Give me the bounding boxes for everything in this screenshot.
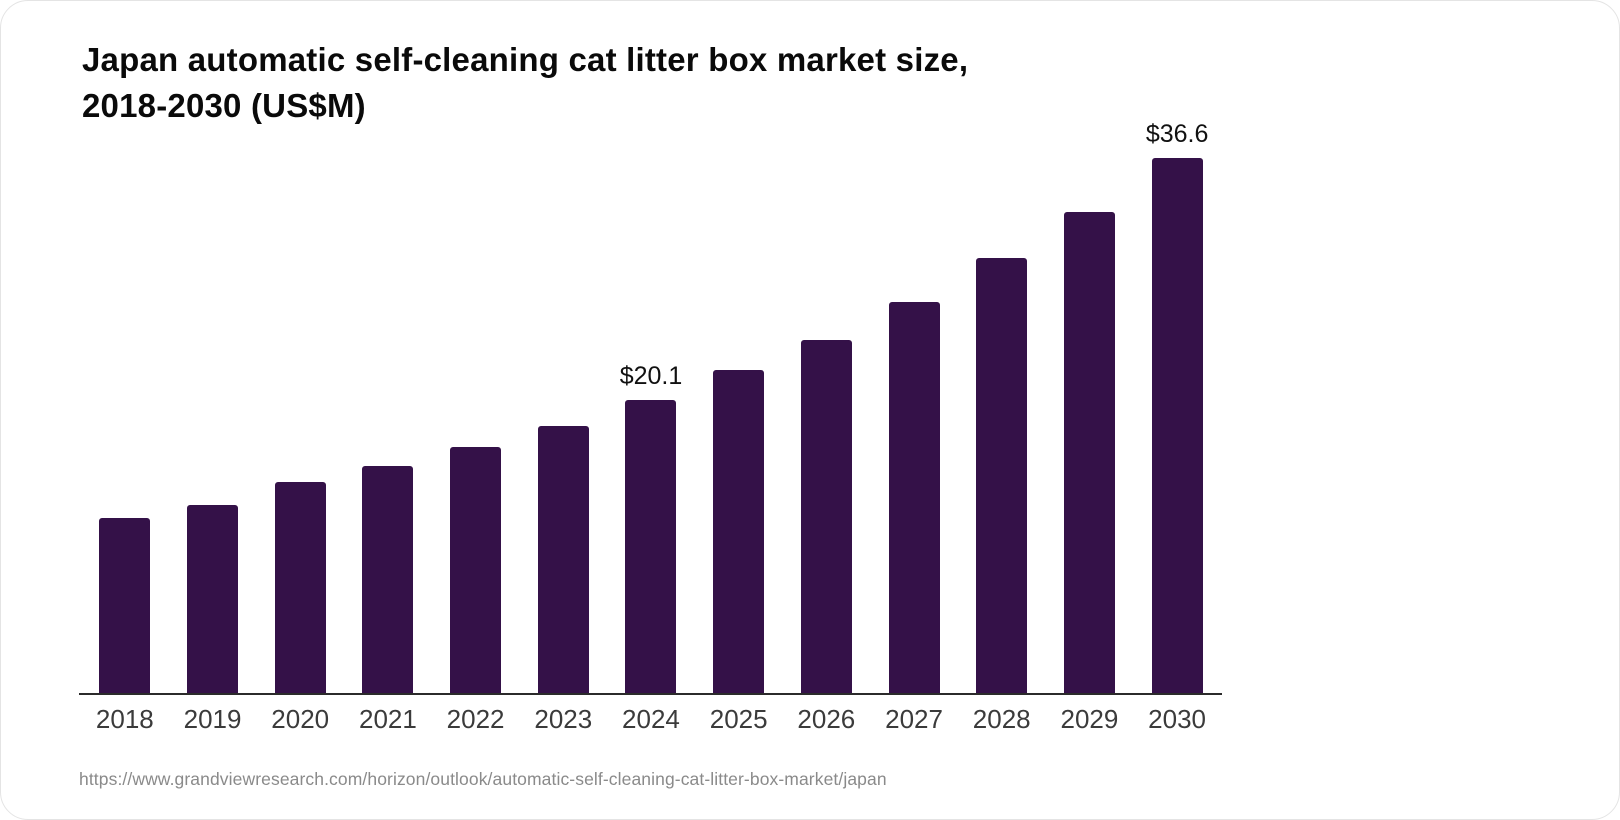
x-tick-2022: 2022 bbox=[446, 704, 505, 734]
x-tick-2018: 2018 bbox=[95, 704, 154, 734]
bar-2027 bbox=[888, 301, 940, 694]
bar-column-2026 bbox=[783, 339, 871, 694]
bar-column-2019 bbox=[169, 505, 257, 694]
chart-title: Japan automatic self-cleaning cat litter… bbox=[82, 37, 968, 129]
x-tick-2020: 2020 bbox=[271, 704, 330, 734]
bar-column-2029 bbox=[1046, 212, 1134, 694]
bar-column-2028 bbox=[958, 257, 1046, 694]
x-tick-2028: 2028 bbox=[972, 704, 1031, 734]
bar-2018 bbox=[99, 518, 151, 694]
bar-2026 bbox=[800, 339, 852, 694]
x-tick-2027: 2027 bbox=[885, 704, 943, 734]
x-tick-2025: 2025 bbox=[709, 704, 768, 734]
bar-2030 bbox=[1151, 158, 1203, 694]
x-axis-line bbox=[79, 693, 1222, 695]
chart-title-line-1: Japan automatic self-cleaning cat litter… bbox=[82, 41, 969, 78]
x-tick-2029: 2029 bbox=[1060, 704, 1119, 734]
x-tick-2024: 2024 bbox=[622, 704, 680, 734]
bar-2023 bbox=[537, 426, 589, 694]
bar-2025 bbox=[713, 370, 765, 694]
bar-2029 bbox=[1063, 212, 1115, 694]
x-axis-tick-labels: 2018 2019 2020 2021 2022 2023 2024 2025 2026 2027… bbox=[81, 704, 1221, 735]
bar-column-2027 bbox=[870, 301, 958, 694]
bar-2028 bbox=[976, 257, 1028, 694]
chart-title-line-2: 2018-2030 (US$M) bbox=[82, 87, 366, 124]
bar-column-2024: $20.1 bbox=[607, 362, 695, 694]
x-tick-2030: 2030 bbox=[1148, 704, 1207, 734]
bar-column-2021 bbox=[344, 465, 432, 694]
bar-value-label-2030: $36.6 bbox=[1145, 120, 1209, 148]
bar-column-2030: $36.6 bbox=[1133, 120, 1221, 694]
x-tick-2026: 2026 bbox=[797, 704, 856, 734]
bar-value-label-2024: $20.1 bbox=[619, 361, 683, 390]
bar-column-2025 bbox=[695, 370, 783, 694]
bar-column-2022 bbox=[432, 446, 520, 694]
x-tick-2021: 2021 bbox=[358, 704, 417, 734]
bar-column-2020 bbox=[256, 481, 344, 694]
bar-2019 bbox=[187, 505, 239, 694]
bar-2021 bbox=[362, 465, 414, 694]
bar-2024 bbox=[625, 399, 677, 694]
bar-column-2018 bbox=[81, 518, 169, 694]
bars-row: $20.1 $36.6 bbox=[81, 1, 1221, 694]
x-tick-2019: 2019 bbox=[183, 704, 242, 734]
bar-2020 bbox=[274, 481, 326, 694]
source-url: https://www.grandviewresearch.com/horizo… bbox=[79, 769, 887, 789]
bar-2022 bbox=[450, 446, 502, 694]
bar-column-2023 bbox=[519, 426, 607, 694]
x-tick-2023: 2023 bbox=[534, 704, 593, 734]
